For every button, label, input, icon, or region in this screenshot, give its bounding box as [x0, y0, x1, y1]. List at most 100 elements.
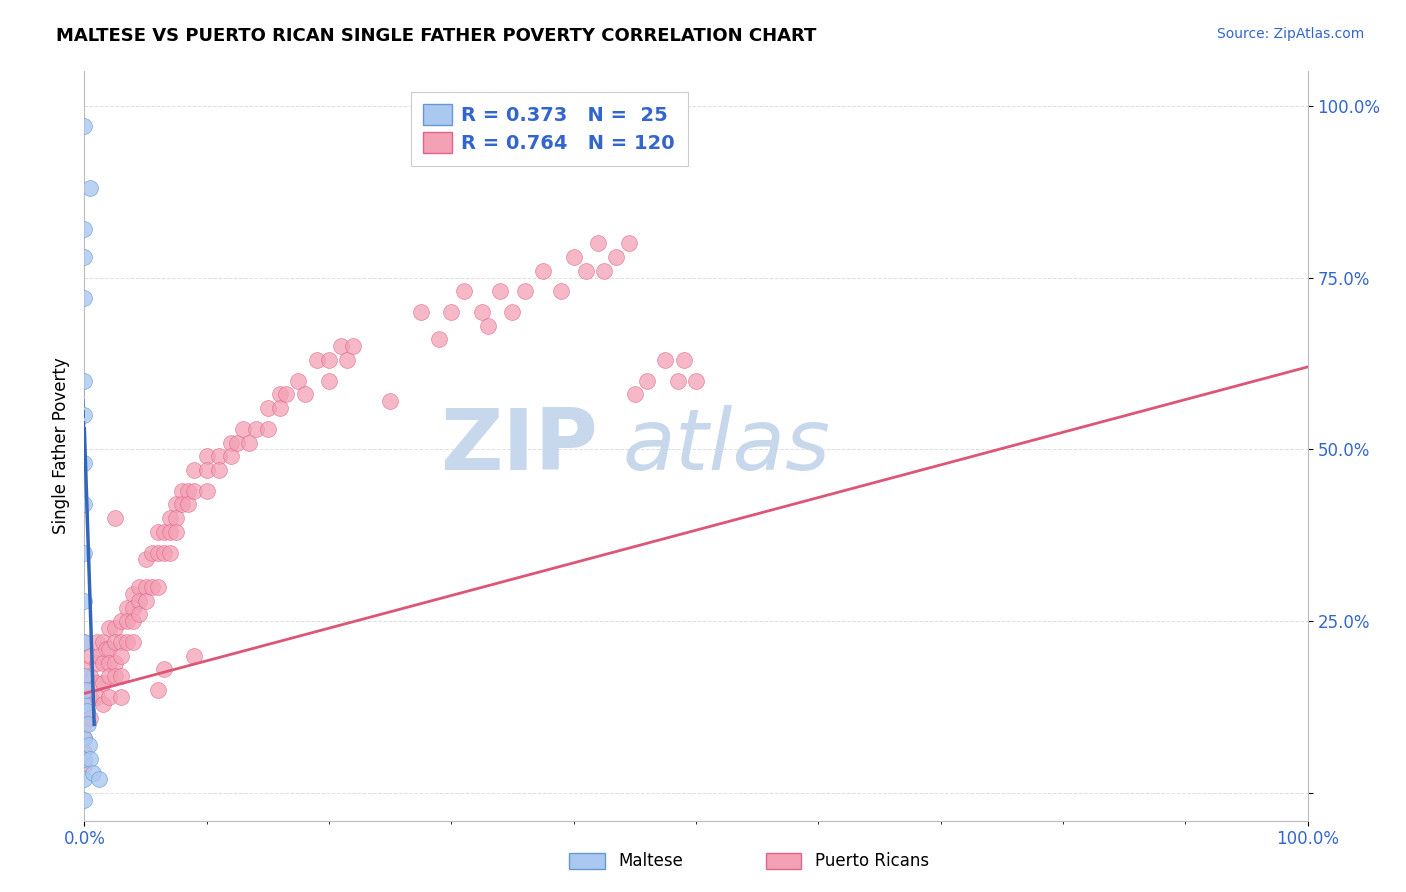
- Point: [159, 511, 181, 525]
- Point: [427, 333, 450, 347]
- FancyBboxPatch shape: [766, 853, 801, 869]
- Point: [159, 524, 181, 539]
- Point: [409, 305, 432, 319]
- Text: Source: ZipAtlas.com: Source: ZipAtlas.com: [1216, 27, 1364, 41]
- Point: [128, 580, 150, 594]
- Point: [73, 250, 96, 264]
- Point: [86, 676, 108, 690]
- Point: [245, 422, 267, 436]
- Text: ZIP: ZIP: [440, 404, 598, 488]
- Point: [73, 731, 96, 746]
- Point: [195, 463, 218, 477]
- Point: [73, 498, 96, 512]
- Point: [177, 498, 200, 512]
- Point: [141, 545, 163, 559]
- Point: [115, 615, 138, 629]
- Point: [73, 793, 96, 807]
- Point: [208, 463, 231, 477]
- Point: [269, 387, 291, 401]
- Point: [122, 615, 145, 629]
- Point: [110, 669, 132, 683]
- Point: [73, 635, 96, 649]
- Point: [605, 250, 627, 264]
- Point: [562, 250, 585, 264]
- Point: [440, 305, 463, 319]
- Point: [73, 545, 96, 559]
- Point: [128, 607, 150, 622]
- Text: MALTESE VS PUERTO RICAN SINGLE FATHER POVERTY CORRELATION CHART: MALTESE VS PUERTO RICAN SINGLE FATHER PO…: [56, 27, 817, 45]
- Point: [165, 524, 187, 539]
- Point: [73, 752, 96, 766]
- Point: [73, 772, 96, 787]
- Point: [79, 648, 101, 663]
- Point: [76, 704, 98, 718]
- Point: [146, 580, 169, 594]
- Point: [135, 593, 157, 607]
- Point: [73, 704, 96, 718]
- Point: [287, 374, 309, 388]
- FancyBboxPatch shape: [569, 853, 605, 869]
- Text: atlas: atlas: [623, 404, 831, 488]
- Point: [79, 181, 101, 195]
- Point: [104, 635, 127, 649]
- Point: [86, 656, 108, 670]
- Point: [226, 435, 249, 450]
- Point: [146, 683, 169, 698]
- Point: [73, 662, 96, 676]
- Point: [73, 635, 96, 649]
- Point: [257, 422, 280, 436]
- Point: [330, 339, 353, 353]
- Point: [122, 635, 145, 649]
- Point: [97, 641, 120, 656]
- Point: [165, 511, 187, 525]
- Point: [82, 765, 104, 780]
- Point: [208, 450, 231, 464]
- Point: [87, 772, 110, 787]
- Point: [79, 710, 101, 724]
- Point: [86, 690, 108, 704]
- Point: [73, 683, 96, 698]
- Point: [73, 374, 96, 388]
- Point: [115, 600, 138, 615]
- Legend: R = 0.373   N =  25, R = 0.764   N = 120: R = 0.373 N = 25, R = 0.764 N = 120: [411, 92, 688, 166]
- Point: [110, 690, 132, 704]
- Point: [165, 498, 187, 512]
- Point: [146, 524, 169, 539]
- Point: [654, 353, 676, 368]
- Point: [453, 285, 475, 299]
- Point: [97, 690, 120, 704]
- Point: [586, 236, 609, 251]
- Point: [318, 374, 340, 388]
- Point: [318, 353, 340, 368]
- Point: [110, 635, 132, 649]
- Point: [471, 305, 494, 319]
- Point: [195, 450, 218, 464]
- Point: [73, 717, 96, 731]
- Point: [685, 374, 707, 388]
- Point: [477, 318, 499, 333]
- Point: [575, 263, 598, 277]
- Point: [550, 285, 572, 299]
- Point: [172, 483, 194, 498]
- Point: [305, 353, 328, 368]
- Point: [531, 263, 554, 277]
- Point: [177, 483, 200, 498]
- Point: [135, 552, 157, 566]
- Point: [617, 236, 640, 251]
- Point: [91, 676, 114, 690]
- Point: [153, 545, 176, 559]
- Point: [104, 511, 127, 525]
- Point: [91, 697, 114, 711]
- Point: [79, 669, 101, 683]
- Point: [73, 745, 96, 759]
- Point: [336, 353, 359, 368]
- Point: [380, 394, 402, 409]
- Point: [128, 593, 150, 607]
- Point: [97, 621, 120, 635]
- Point: [73, 697, 96, 711]
- Point: [97, 656, 120, 670]
- Point: [257, 401, 280, 416]
- Point: [342, 339, 364, 353]
- Point: [183, 483, 205, 498]
- Point: [87, 648, 110, 663]
